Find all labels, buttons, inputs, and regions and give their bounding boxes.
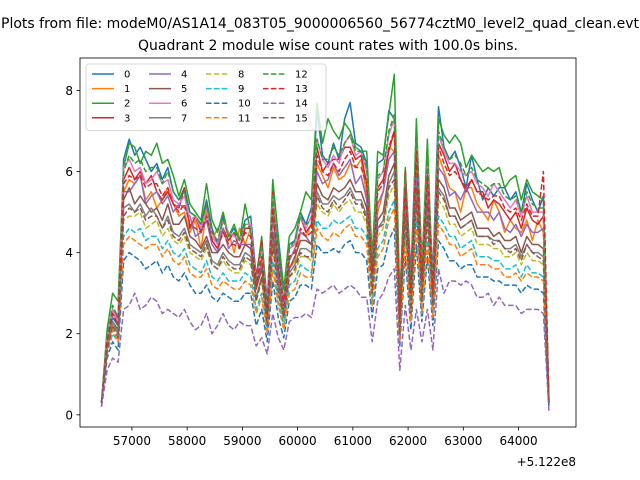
legend-label-8: 8	[238, 70, 244, 81]
x-tick-label: 64000	[499, 434, 537, 448]
legend-label-10: 10	[238, 99, 251, 110]
series-line-14	[100, 268, 550, 411]
x-tick-label: 63000	[444, 434, 482, 448]
series-line-13	[100, 130, 550, 403]
x-axis-offset-label: +5.122e8	[517, 455, 576, 469]
legend-label-2: 2	[124, 99, 130, 110]
y-tick-label: 2	[65, 327, 73, 341]
y-axis: 0 2 4 6 8	[65, 84, 80, 422]
series-line-11	[100, 207, 550, 403]
x-tick-label: 60000	[279, 434, 317, 448]
y-tick-label: 6	[65, 165, 73, 179]
plot-frame	[79, 57, 577, 428]
series-line-7	[100, 170, 550, 403]
legend-label-0: 0	[124, 70, 130, 81]
series-line-2	[100, 73, 550, 403]
x-tick-label: 61000	[334, 434, 372, 448]
legend-label-15: 15	[295, 113, 308, 124]
x-axis: 57000 58000 59000 60000 61000 62000 63000 64000	[113, 427, 538, 448]
legend-label-1: 1	[124, 84, 130, 95]
series-line-10	[100, 227, 550, 407]
series-line-8	[100, 182, 550, 403]
y-tick-label: 0	[65, 408, 73, 422]
series-line-9	[100, 199, 550, 403]
chart-title: Quadrant 2 module wise count rates with …	[138, 38, 518, 54]
figure-suptitle: Plots from file: modeM0/AS1A14_083T05_90…	[1, 16, 639, 32]
y-tick-label: 8	[65, 84, 73, 98]
legend-label-7: 7	[181, 113, 187, 124]
legend-label-5: 5	[181, 84, 187, 95]
legend-label-13: 13	[295, 84, 308, 95]
x-tick-label: 59000	[223, 434, 261, 448]
x-tick-label: 62000	[389, 434, 427, 448]
x-tick-label: 58000	[168, 434, 206, 448]
legend-label-4: 4	[181, 70, 187, 81]
series-line-6	[100, 118, 550, 403]
plot-area: 57000 58000 59000 60000 61000 62000 63000 64000…	[65, 57, 577, 469]
series-line-5	[100, 162, 550, 403]
legend-label-6: 6	[181, 99, 187, 110]
series-line-12	[100, 114, 550, 403]
legend-label-11: 11	[238, 113, 251, 124]
legend-box	[85, 63, 327, 131]
series-layer	[100, 73, 550, 411]
y-tick-label: 4	[65, 246, 73, 260]
x-tick-label: 57000	[113, 434, 151, 448]
legend-label-3: 3	[124, 113, 130, 124]
series-line-3	[100, 130, 550, 403]
legend-label-14: 14	[295, 99, 308, 110]
legend-label-9: 9	[238, 84, 244, 95]
legend-label-12: 12	[295, 70, 308, 81]
